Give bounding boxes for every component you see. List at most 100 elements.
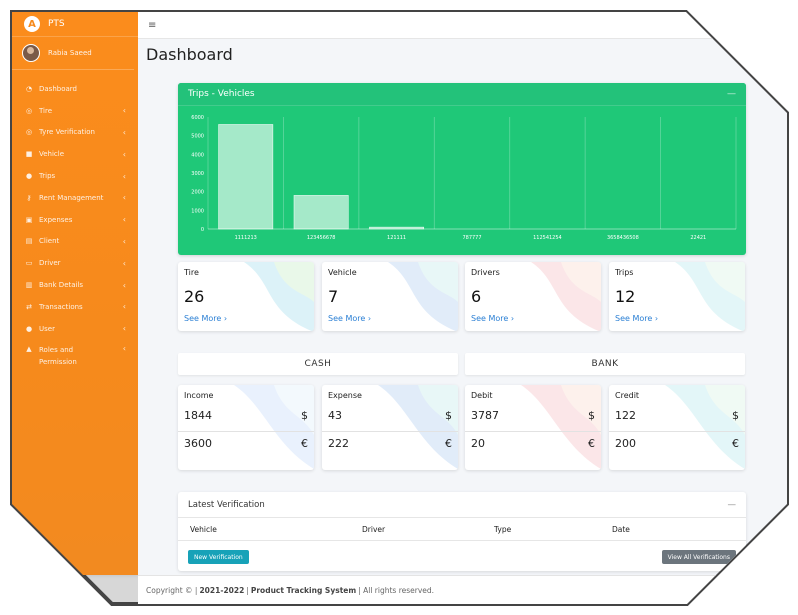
menu-icon[interactable]: ≡ [148, 19, 157, 31]
card-background-pattern [388, 262, 458, 331]
finance-row-eur: 20 € [471, 437, 595, 451]
card-background-pattern [521, 385, 601, 469]
card-background-pattern [665, 385, 745, 469]
sidebar-item-label: Expenses [39, 215, 73, 224]
footer-suffix: | All rights reserved. [358, 586, 435, 595]
app-screen: A PTS Rabia Saeed ◔ Dashboard ◎ Tire ‹ ◎ Tyr… [12, 12, 787, 604]
brand[interactable]: A PTS [12, 12, 138, 37]
sidebar-item-label: User [39, 324, 55, 333]
sidebar-item-trips[interactable]: ● Trips ‹ [12, 165, 138, 187]
amount: 122 [615, 409, 636, 422]
stat-value: 7 [328, 287, 339, 306]
finance-title: Expense [328, 391, 362, 400]
euro-icon: € [732, 437, 739, 450]
stat-value: 6 [471, 287, 482, 306]
verification-header: Latest Verification — [178, 492, 746, 518]
sidebar-item-tire[interactable]: ◎ Tire ‹ [12, 100, 138, 122]
map-pin-icon: ● [25, 172, 33, 181]
sidebar-item-bank-details[interactable]: ▥ Bank Details ‹ [12, 274, 138, 296]
sidebar-item-driver[interactable]: ▭ Driver ‹ [12, 252, 138, 274]
sidebar-item-expenses[interactable]: ▣ Expenses ‹ [12, 209, 138, 231]
x-tick-label: 22421 [690, 235, 706, 241]
finance-card-debit: Debit 3787 $ 20 € [465, 385, 601, 470]
chevron-left-icon: ‹ [122, 280, 126, 290]
view-all-verifications-button[interactable]: View All Verifications [661, 550, 736, 564]
sidebar-item-user[interactable]: ● User ‹ [12, 318, 138, 340]
stat-card-trips: Trips 12 See More › [609, 262, 745, 331]
sidebar-item-vehicle[interactable]: ■ Vehicle ‹ [12, 143, 138, 165]
amount: 200 [615, 437, 636, 450]
collapse-icon[interactable]: — [727, 89, 736, 99]
dollar-icon: $ [445, 409, 452, 422]
x-tick-label: 3658436508 [607, 235, 639, 241]
new-verification-button[interactable]: New Verification [188, 550, 249, 564]
page-title: Dashboard [146, 45, 233, 64]
expenses-icon: ▣ [25, 215, 33, 224]
column-header-date: Date [612, 525, 630, 534]
footer-company[interactable]: Product Tracking System [250, 586, 357, 595]
finance-row-eur: 3600 € [184, 437, 308, 451]
dollar-icon: $ [588, 409, 595, 422]
sidebar: A PTS Rabia Saeed ◔ Dashboard ◎ Tire ‹ ◎ Tyr… [12, 12, 138, 575]
x-tick-label: 1111213 [235, 235, 257, 241]
sidebar-item-label: Dashboard [39, 84, 77, 93]
euro-icon: € [588, 437, 595, 450]
bar [293, 195, 349, 230]
card-background-pattern [675, 262, 745, 331]
sidebar-item-label: Roles and Permission [39, 345, 77, 366]
y-tick-label: 2000 [191, 190, 204, 196]
key-icon: ⚷ [26, 193, 32, 202]
chart-card-header: Trips - Vehicles — [178, 83, 746, 106]
dollar-icon: $ [301, 409, 308, 422]
sidebar-item-label: Bank Details [39, 281, 84, 290]
stat-card-tire: Tire 26 See More › [178, 262, 314, 331]
chevron-left-icon: ‹ [122, 106, 126, 116]
topbar: ≡ [138, 12, 787, 39]
chevron-left-icon: ‹ [122, 171, 126, 181]
sidebar-item-label: Client [39, 237, 60, 246]
amount: 20 [471, 437, 485, 450]
column-header-vehicle: Vehicle [190, 525, 217, 534]
sidebar-item-transactions[interactable]: ⇄ Transactions ‹ [12, 296, 138, 318]
y-tick-label: 6000 [191, 115, 204, 121]
y-tick-label: 3000 [191, 171, 204, 177]
chart-card-title: Trips - Vehicles [188, 89, 255, 99]
see-more-link[interactable]: See More › [328, 314, 372, 323]
euro-icon: € [301, 437, 308, 450]
finance-title: Credit [615, 391, 640, 400]
chevron-left-icon: ‹ [122, 258, 126, 268]
card-background-pattern [531, 262, 601, 331]
sidebar-item-roles-permission[interactable]: ▲ Roles and Permission ‹ [12, 340, 138, 376]
see-more-link[interactable]: See More › [184, 314, 228, 323]
verification-table-header: Vehicle Driver Type Date [178, 518, 746, 541]
see-more-link[interactable]: See More › [471, 314, 515, 323]
column-header-type: Type [494, 525, 512, 534]
stat-title: Trips [615, 268, 634, 277]
see-more-link[interactable]: See More › [615, 314, 659, 323]
collapse-icon[interactable]: — [727, 499, 737, 510]
finance-row-eur: 222 € [328, 437, 452, 451]
chevron-left-icon: ‹ [122, 302, 126, 312]
sidebar-item-tyre-verification[interactable]: ◎ Tyre Verification ‹ [12, 122, 138, 144]
sidebar-item-rent-management[interactable]: ⚷ Rent Management ‹ [12, 187, 138, 209]
stat-value: 12 [615, 287, 636, 306]
latest-verification-card: Latest Verification — Vehicle Driver Typ… [178, 492, 746, 571]
user-panel[interactable]: Rabia Saeed [12, 37, 134, 70]
breadcrumb[interactable]: D [783, 49, 787, 59]
finance-row-usd: 122 $ [615, 409, 739, 423]
avatar [22, 44, 40, 62]
amount: 3600 [184, 437, 212, 450]
chevron-left-icon: ‹ [122, 127, 126, 137]
stat-title: Drivers [471, 268, 500, 277]
sidebar-item-label: Transactions [39, 302, 83, 311]
chevron-left-icon: ‹ [122, 343, 126, 353]
divider [178, 431, 314, 432]
sidebar-item-dashboard[interactable]: ◔ Dashboard [12, 78, 138, 100]
sidebar-item-label: Rent Management [39, 193, 104, 202]
stat-title: Vehicle [328, 268, 357, 277]
verification-icon: ◎ [25, 128, 33, 137]
users-icon: ● [25, 324, 33, 333]
finance-row-usd: 1844 $ [184, 409, 308, 423]
sidebar-item-client[interactable]: ▤ Client ‹ [12, 231, 138, 253]
brand-logo: A [24, 16, 40, 32]
